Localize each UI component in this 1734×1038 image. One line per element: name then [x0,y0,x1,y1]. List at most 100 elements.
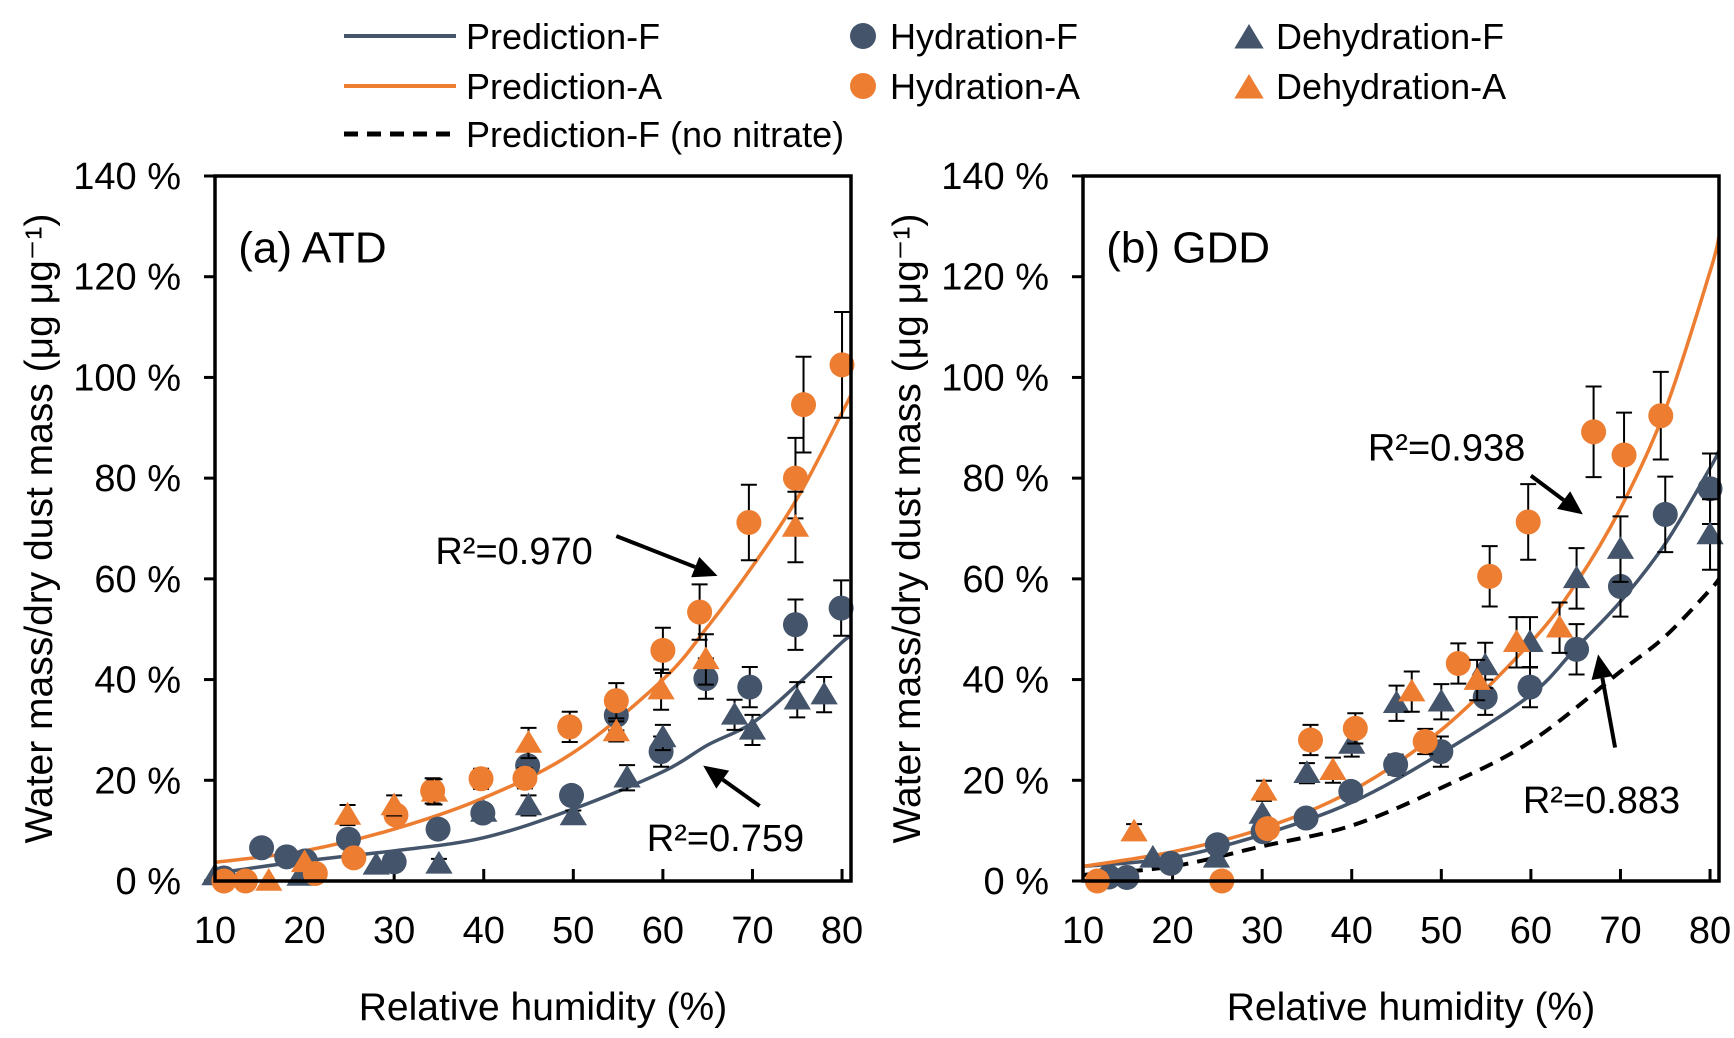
point-hydration-a [782,465,808,491]
annotation-arrow-line [721,777,761,808]
y-tick-label: 140 % [941,156,1049,198]
legend-item: Hydration-A [850,66,1080,107]
legend-item: Prediction-F (no nitrate) [344,114,844,155]
legend-item: Prediction-F [344,16,660,57]
legend-circle-marker [850,73,876,99]
y-axis-title: Water mass/dry dust mass (μg μg⁻¹) [886,214,929,844]
point-dehydration-a [1463,667,1491,690]
point-dehydration-f [810,681,838,705]
annotation-arrow-head [703,765,730,789]
point-hydration-f [1564,636,1590,662]
legend-item: Dehydration-A [1234,66,1506,107]
legend-item: Dehydration-F [1234,16,1504,57]
legend-item: Prediction-A [344,66,662,107]
annotation-arrow-line [615,534,696,569]
point-dehydration-f [1338,731,1366,754]
legend-label: Prediction-F (no nitrate) [466,114,844,155]
x-tick-label: 60 [1510,910,1552,952]
legend-label: Dehydration-A [1276,66,1506,107]
point-hydration-f [1697,476,1723,502]
point-hydration-f [559,782,585,808]
x-tick-label: 50 [552,910,594,952]
point-hydration-a [557,714,583,740]
point-hydration-a [829,352,855,378]
y-tick-label: 20 % [962,760,1049,802]
y-tick-label: 120 % [941,257,1049,299]
r-squared-annotation: R²=0.970 [435,531,592,573]
r-squared-annotation: R²=0.883 [1523,780,1680,822]
point-hydration-f [1158,850,1184,876]
y-tick-label: 140 % [73,156,181,198]
legend: Prediction-F Hydration-F Dehydration-F Pred… [344,16,1506,155]
plot-frame [213,174,853,883]
legend-label: Hydration-A [890,66,1080,107]
point-dehydration-a [1319,757,1347,780]
point-hydration-f [1293,805,1319,831]
point-hydration-a [1611,442,1637,468]
point-dehydration-f [1606,536,1635,559]
point-dehydration-f [1139,844,1167,868]
point-hydration-f [737,674,763,700]
point-dehydration-f [425,850,453,874]
point-hydration-f [1383,752,1409,778]
point-hydration-f [1114,864,1140,890]
point-hydration-f [782,612,808,638]
point-hydration-f [1652,501,1678,527]
point-dehydration-a [380,792,408,816]
point-dehydration-f [783,686,811,710]
point-dehydration-f [738,716,767,740]
point-dehydration-a [781,513,810,537]
legend-circle-marker [850,23,876,49]
legend-label: Hydration-F [890,16,1078,57]
y-tick-label: 120 % [73,257,181,299]
point-dehydration-a [333,802,362,825]
legend-label: Dehydration-F [1276,16,1504,57]
point-hydration-f [1338,778,1364,804]
x-tick-label: 30 [1241,910,1283,952]
x-axis-title: Relative humidity (%) [1227,986,1595,1029]
annotation-arrow-head [1557,491,1583,515]
x-tick-label: 10 [1062,910,1104,952]
point-dehydration-a [420,778,449,802]
legend-label: Prediction-A [466,66,662,107]
point-dehydration-a [1398,678,1426,702]
point-hydration-a [603,688,629,714]
point-hydration-a [1255,816,1281,842]
series-line-prediction-f [1083,449,1719,869]
point-hydration-a [1298,727,1324,753]
plot-frame [1081,174,1721,883]
point-dehydration-f [613,764,641,788]
markers [201,310,855,894]
point-hydration-a [650,637,676,663]
point-hydration-f [828,595,854,621]
y-tick-label: 40 % [94,660,181,702]
point-hydration-a [1477,563,1503,589]
x-tick-label: 30 [373,910,415,952]
point-dehydration-f [1382,690,1411,713]
point-dehydration-f [1202,844,1231,868]
point-dehydration-a [1120,818,1148,842]
point-dehydration-a [1502,629,1531,653]
point-hydration-a [1648,403,1674,429]
point-dehydration-a [602,718,630,742]
point-dehydration-f [362,851,390,875]
point-hydration-a [1412,729,1438,755]
point-dehydration-a [1250,777,1278,801]
annotation-arrow-head [691,556,718,578]
point-hydration-f [249,835,275,861]
y-tick-label: 0 % [116,861,181,903]
y-tick-label: 100 % [73,357,181,399]
legend-label: Prediction-F [466,16,660,57]
series-line-prediction-f-no-nitrate [1083,577,1719,877]
point-hydration-f [1204,832,1230,858]
point-dehydration-f [470,799,498,822]
x-tick-label: 80 [1689,910,1731,952]
x-tick-label: 70 [1599,910,1641,952]
point-hydration-a [1515,509,1541,535]
point-hydration-a [1581,419,1607,445]
point-hydration-a [687,599,713,625]
point-dehydration-f [1427,688,1455,712]
panel-a-atd: 0 % 20 % 40 % 60 % 80 % 100 % 120 % 140 % 10 20 30… [18,156,863,1029]
y-tick-label: 60 % [962,559,1049,601]
